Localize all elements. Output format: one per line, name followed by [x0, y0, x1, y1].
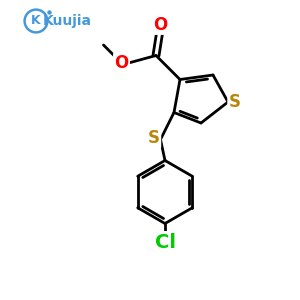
- Text: K: K: [31, 14, 41, 28]
- Text: O: O: [153, 16, 168, 34]
- Text: S: S: [229, 93, 241, 111]
- Text: Cl: Cl: [154, 232, 176, 252]
- Text: Kuujia: Kuujia: [43, 14, 92, 28]
- Text: O: O: [114, 54, 129, 72]
- Text: S: S: [148, 129, 160, 147]
